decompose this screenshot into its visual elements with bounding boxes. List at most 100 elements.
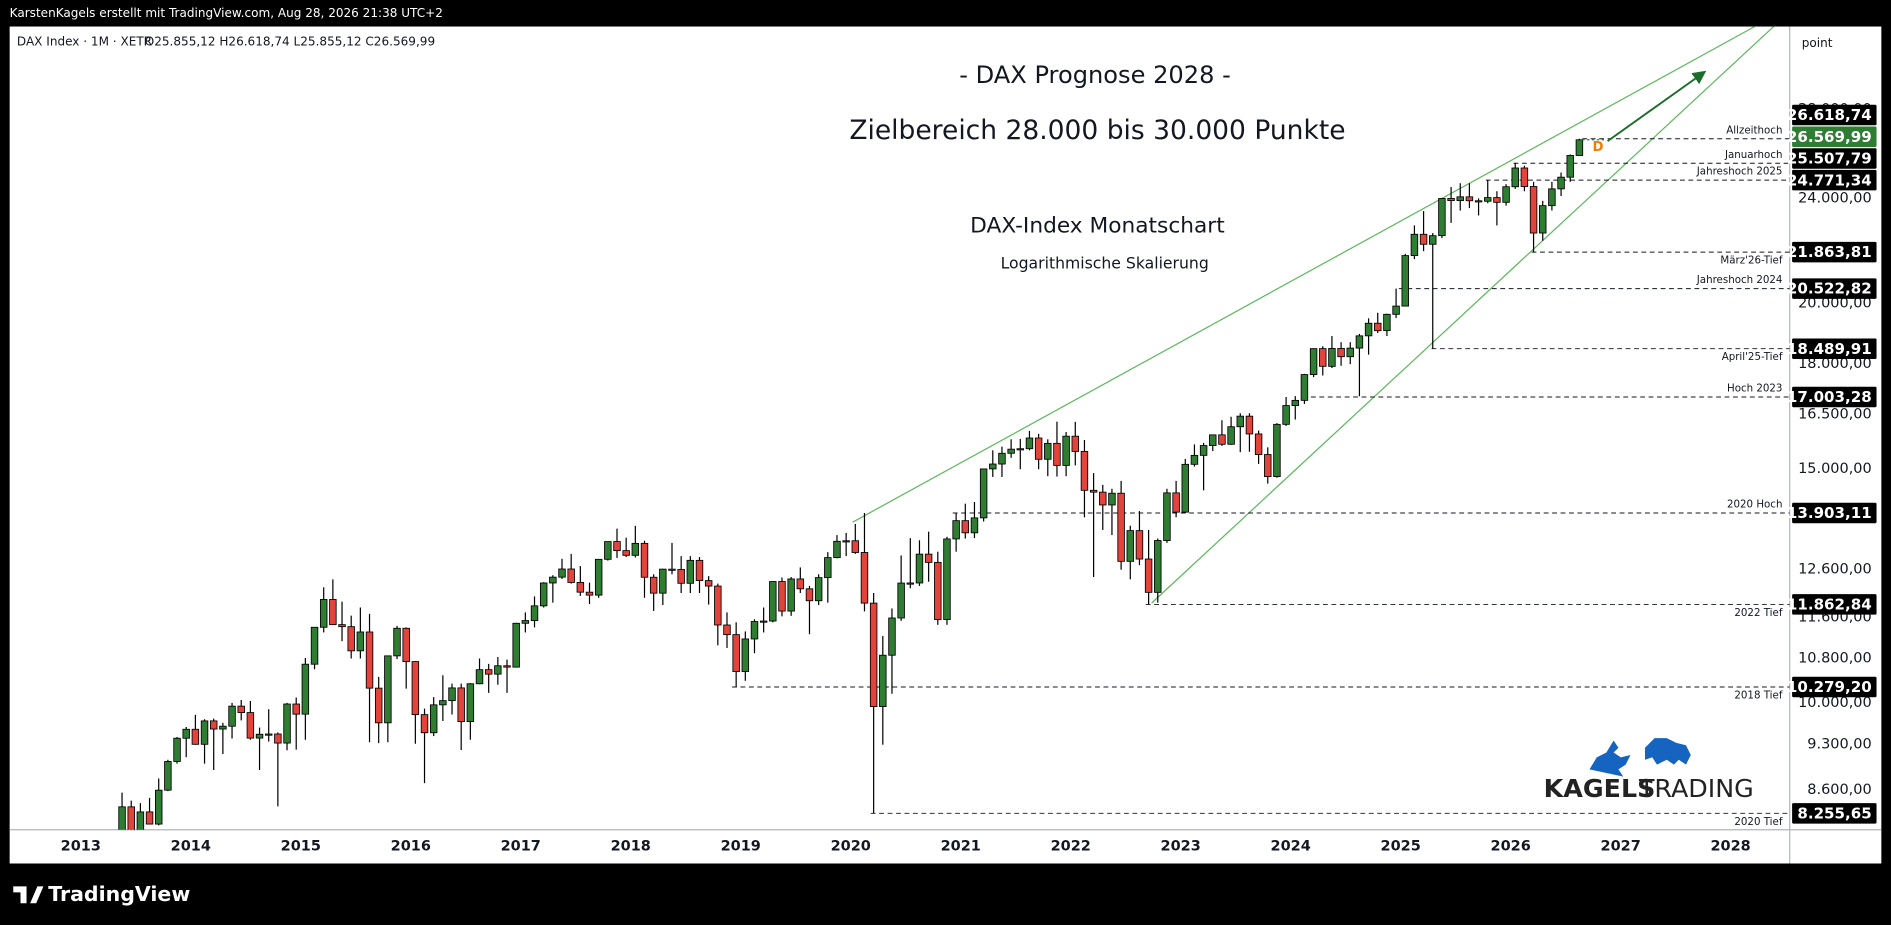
- candle-body: [264, 733, 273, 736]
- candle-body: [1199, 445, 1208, 456]
- candle-body: [1328, 348, 1336, 367]
- candle-body: [457, 687, 465, 723]
- candle-body: [1154, 540, 1162, 593]
- candle-body: [1099, 491, 1107, 506]
- price-label-box: [1792, 278, 1877, 299]
- candle-body: [1374, 322, 1382, 332]
- candle-body: [191, 728, 200, 745]
- candle-body: [209, 720, 218, 730]
- candle-body: [1062, 435, 1070, 466]
- y-tick-label: 24.000,00: [1798, 190, 1872, 206]
- candle-body: [1539, 205, 1547, 234]
- price-label-box: [1792, 502, 1877, 524]
- level-name: Januarhoch: [1724, 149, 1783, 161]
- price-label-box: [1792, 386, 1877, 408]
- x-tick-label: 2022: [1051, 839, 1091, 855]
- price-label: 25.507,79: [1787, 150, 1872, 168]
- y-tick-label: 12.600,00: [1798, 562, 1872, 578]
- candle-body: [1044, 442, 1052, 460]
- y-tick-label: 10.000,00: [1798, 695, 1872, 711]
- price-label: 18.489,91: [1787, 340, 1872, 358]
- bear-icon: [1644, 738, 1691, 765]
- candle-body: [952, 520, 960, 540]
- candle-body: [549, 576, 557, 584]
- candle-body: [1089, 489, 1098, 493]
- candle-body: [1355, 335, 1364, 349]
- price-label-box: [1792, 169, 1877, 191]
- candle-body: [1557, 176, 1565, 190]
- price-label: 13.903,11: [1787, 504, 1872, 522]
- candle-body: [1126, 530, 1135, 562]
- candle-body: [1520, 167, 1529, 187]
- y-tick-label: 16.500,00: [1798, 406, 1872, 422]
- candle-body: [714, 585, 722, 626]
- candle-body: [292, 703, 300, 715]
- logo-text: TRADING: [1638, 773, 1754, 803]
- y-tick-label: 8.600,00: [1807, 782, 1871, 798]
- price-label-box: [1792, 338, 1877, 359]
- y-tick-label: 18.000,00: [1798, 356, 1872, 372]
- candle-body: [512, 622, 520, 668]
- level-name: Jahreshoch 2025: [1696, 166, 1783, 178]
- level-name: Hoch 2023: [1727, 383, 1782, 395]
- candle-body: [356, 631, 365, 652]
- candle-body: [200, 720, 209, 745]
- candle-body: [1025, 437, 1034, 450]
- y-tick-label: 20.000,00: [1798, 295, 1872, 311]
- candle-body: [649, 576, 658, 594]
- candle-body: [824, 557, 832, 579]
- candle-body: [622, 550, 630, 556]
- candle-body: [503, 665, 511, 668]
- candle-body: [778, 581, 786, 612]
- candle-body: [934, 561, 942, 620]
- candle-body: [759, 620, 768, 623]
- x-tick-label: 2024: [1271, 839, 1311, 855]
- candle-body: [521, 620, 530, 624]
- candle-body: [365, 631, 374, 689]
- bull-icon: [1589, 740, 1631, 777]
- axes: 8.600,009.300,0010.000,0010.800,0011.600…: [61, 102, 1877, 855]
- candle-body: [741, 638, 750, 672]
- candle-body: [154, 789, 163, 825]
- x-tick-label: 2020: [831, 839, 871, 855]
- marker-letter: D: [1592, 140, 1603, 155]
- candle-body: [539, 582, 548, 607]
- price-label: 24.771,34: [1787, 171, 1872, 189]
- forecast-arrow: [1607, 70, 1707, 142]
- price-label-box: [1792, 676, 1877, 698]
- price-label: 11.862,84: [1787, 596, 1872, 614]
- candle-body: [1080, 450, 1089, 491]
- x-tick-label: 2019: [721, 839, 761, 855]
- level-name: 2018 Tief: [1734, 689, 1782, 701]
- y-tick-label: 9.300,00: [1807, 737, 1871, 753]
- candle-body: [384, 655, 392, 724]
- candle-body: [1291, 399, 1299, 406]
- candle-body: [283, 703, 291, 744]
- candle-body: [833, 540, 841, 559]
- candle-body: [402, 627, 410, 662]
- candle-body: [1465, 196, 1474, 202]
- x-tick-label: 2014: [171, 839, 211, 855]
- candle-body: [338, 624, 346, 628]
- candle-body: [805, 588, 814, 602]
- x-tick-label: 2015: [281, 839, 321, 855]
- candle-body: [347, 626, 355, 652]
- candle-body: [1502, 186, 1510, 203]
- candle-body: [1410, 233, 1419, 257]
- candle-body: [484, 669, 493, 675]
- candle-body: [1456, 196, 1464, 202]
- annotation: Logarithmische Skalierung: [1001, 254, 1209, 273]
- candle-body: [1254, 433, 1263, 455]
- candle-body: [1135, 530, 1144, 560]
- candle-body: [1300, 374, 1309, 401]
- y-tick-label: 10.800,00: [1798, 651, 1872, 667]
- candle-body: [814, 577, 823, 602]
- unit-label: point: [1802, 36, 1833, 50]
- chart-title: - DAX Prognose 2028 -: [959, 61, 1231, 89]
- candle-body: [393, 627, 401, 657]
- candle-body: [1108, 492, 1116, 506]
- logo-text: KAGELS: [1544, 773, 1656, 803]
- candle-body: [301, 663, 310, 715]
- candle-body: [475, 669, 484, 685]
- price-label: 17.003,28: [1787, 388, 1872, 406]
